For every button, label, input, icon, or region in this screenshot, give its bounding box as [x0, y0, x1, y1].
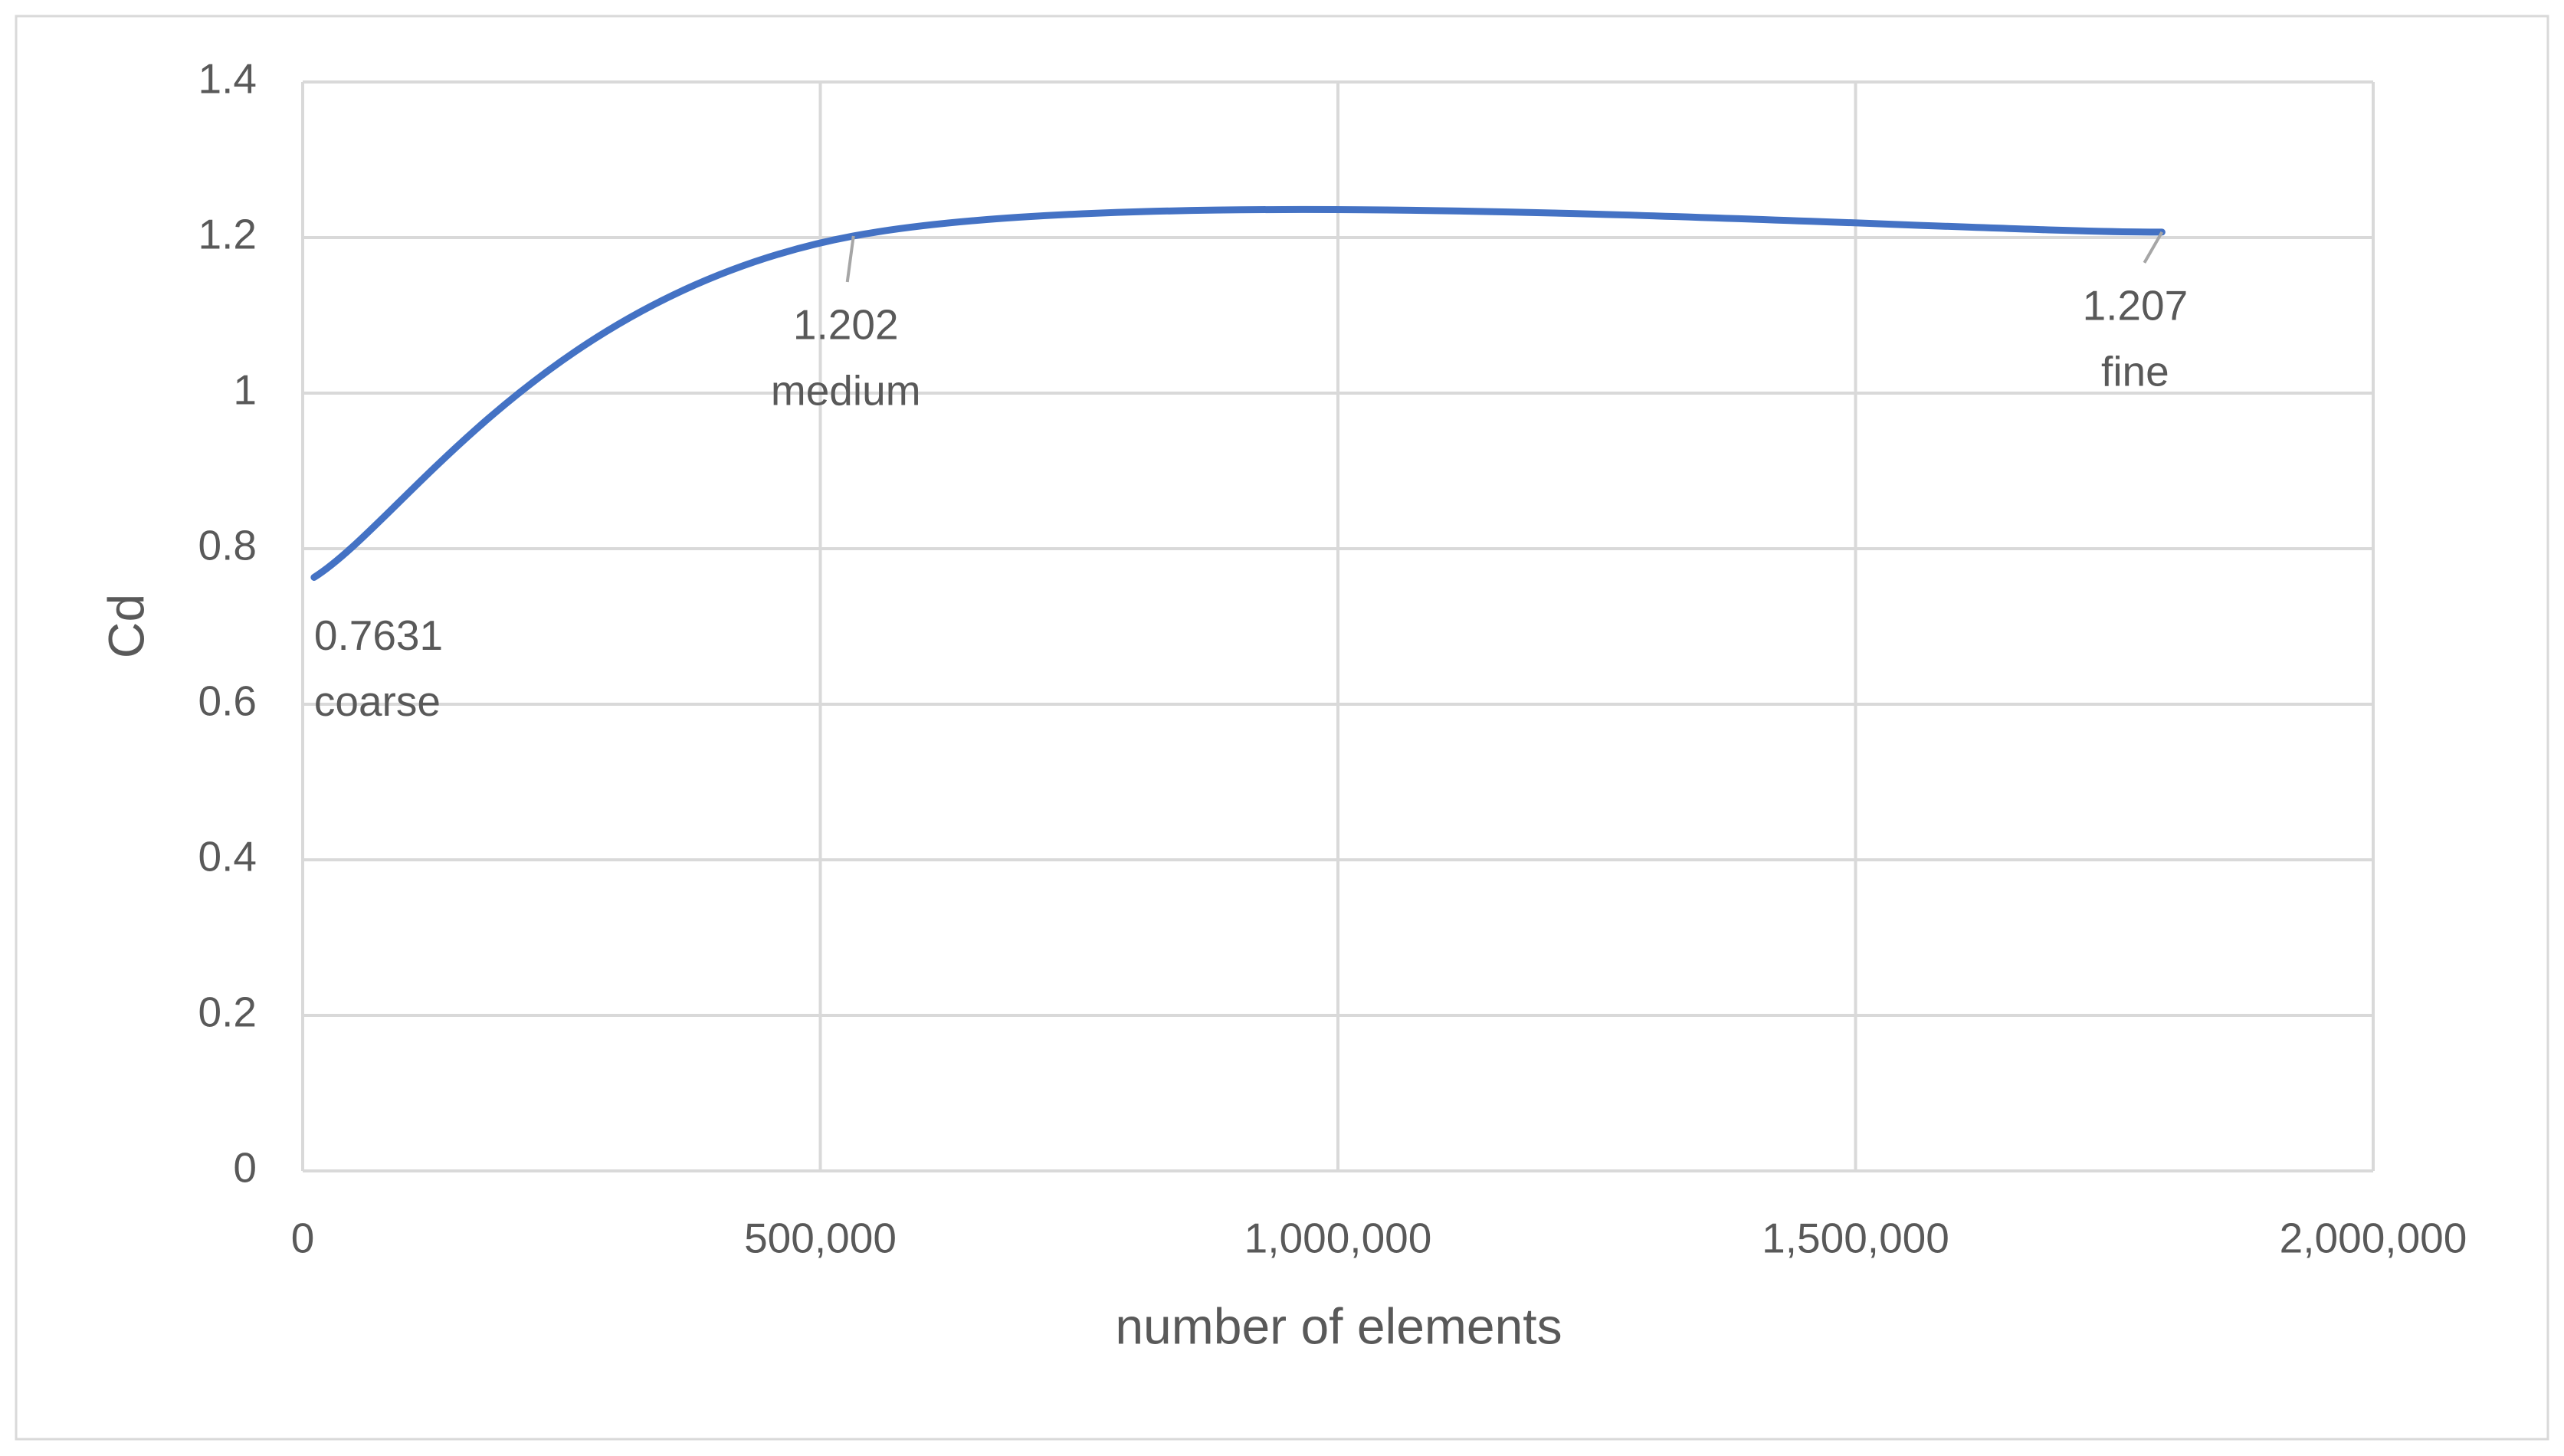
- leader-line: [2143, 231, 2164, 264]
- y-tick-label: 1.2: [198, 211, 257, 258]
- y-tick-label: 0.8: [198, 522, 257, 569]
- data-label-name: medium: [771, 367, 921, 415]
- x-tick-label: 1,500,000: [1762, 1215, 1949, 1262]
- data-label: 1.207: [2083, 281, 2189, 329]
- data-label-name: fine: [2101, 347, 2169, 395]
- y-tick-label: 0.4: [198, 833, 257, 880]
- chart-border: [15, 15, 2549, 1441]
- x-tick-label: 500,000: [744, 1215, 897, 1262]
- y-tick-label: 0: [233, 1144, 257, 1192]
- y-axis-title: Cd: [97, 594, 154, 658]
- x-tick-label: 0: [291, 1215, 315, 1262]
- data-label: 1.202: [793, 301, 899, 349]
- y-tick-label: 0.6: [198, 677, 257, 725]
- y-tick-label: 0.2: [198, 989, 257, 1036]
- data-label-name: coarse: [314, 677, 441, 725]
- x-axis-title: number of elements: [1115, 1297, 1562, 1354]
- x-tick-label: 2,000,000: [2280, 1215, 2467, 1262]
- x-tick-label: 1,000,000: [1244, 1215, 1432, 1262]
- leader-line: [845, 235, 855, 283]
- data-label: 0.7631: [314, 612, 443, 659]
- y-tick-label: 1.4: [198, 55, 257, 103]
- data-line: [310, 205, 2166, 581]
- y-tick-label: 1: [233, 366, 257, 414]
